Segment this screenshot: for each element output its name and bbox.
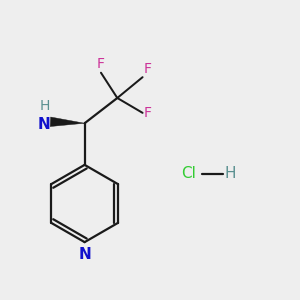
Text: N: N	[78, 247, 91, 262]
Text: N: N	[38, 117, 51, 132]
Text: Cl: Cl	[181, 166, 196, 181]
Text: F: F	[144, 106, 152, 120]
Text: H: H	[224, 166, 236, 181]
Polygon shape	[50, 117, 85, 127]
Text: F: F	[97, 57, 105, 71]
Text: H: H	[39, 99, 50, 113]
Text: F: F	[144, 62, 152, 76]
